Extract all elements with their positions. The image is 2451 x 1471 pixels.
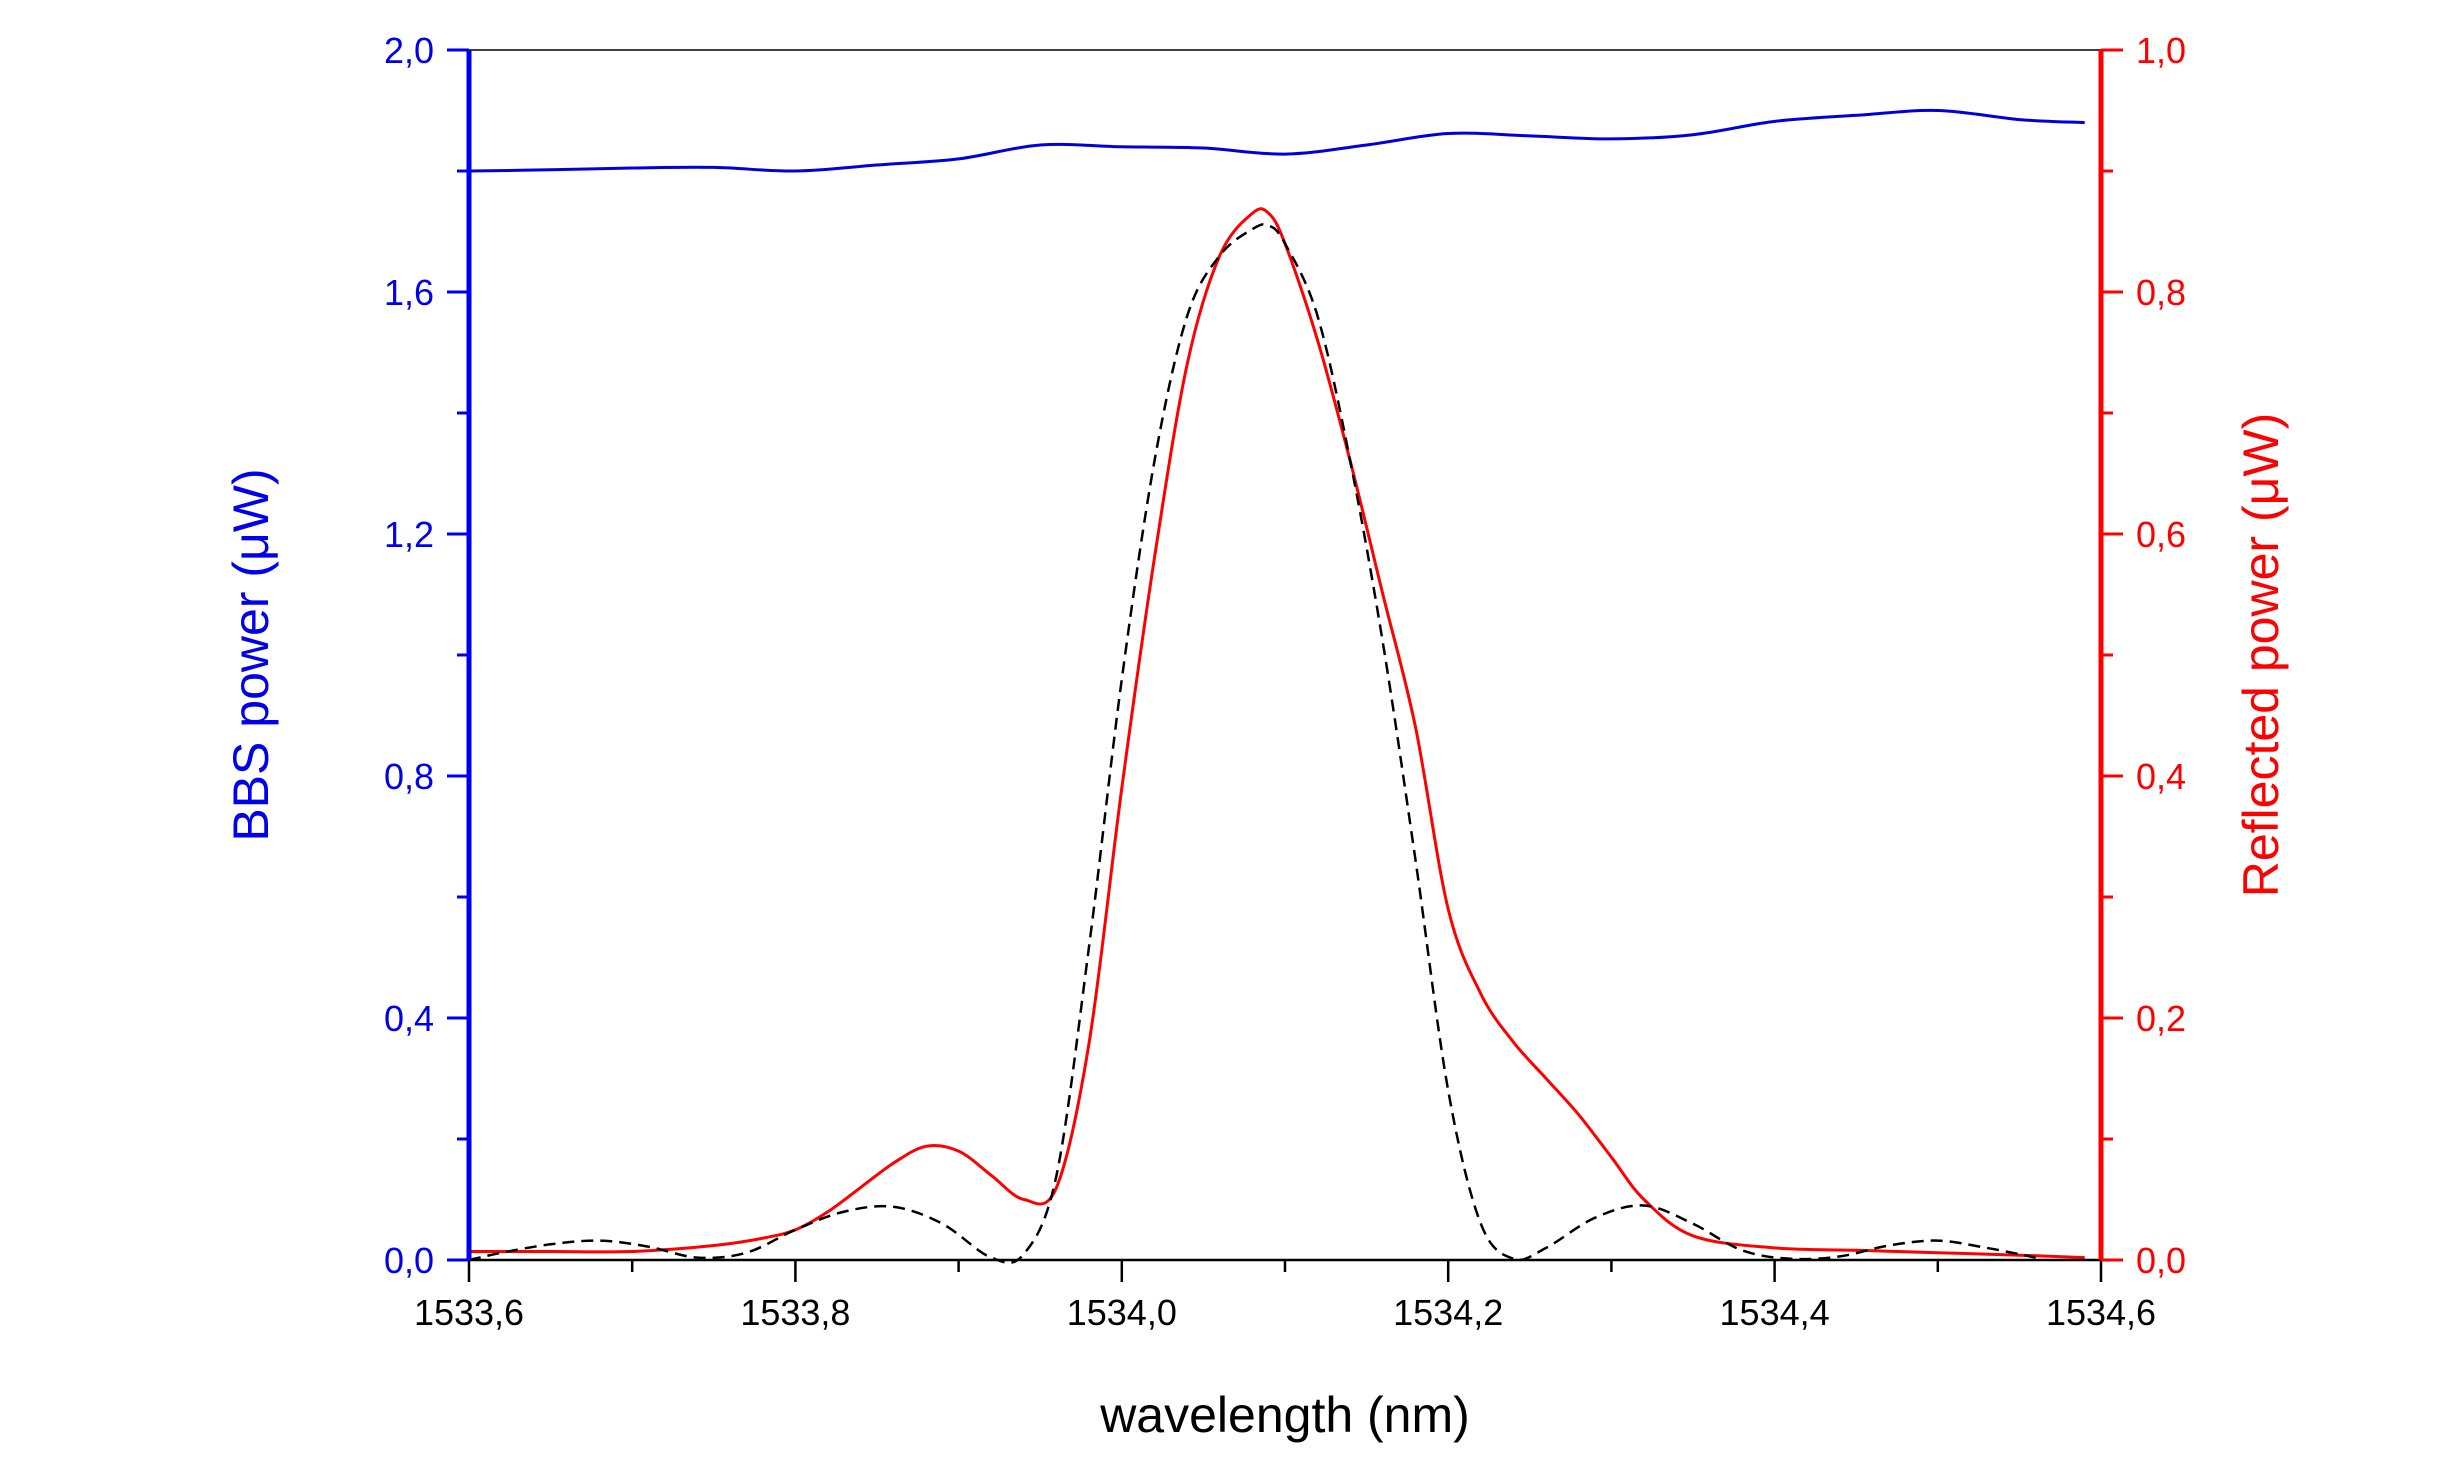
y-left-tick-label: 0,8 — [384, 756, 434, 797]
y-right-tick-label: 0,0 — [2136, 1240, 2186, 1281]
y-left-tick-label: 0,4 — [384, 998, 434, 1039]
y-left-tick-label: 1,2 — [384, 514, 434, 555]
y-right-ticks: 0,0 0,2 0,4 0,6 0,8 1,0 — [2101, 30, 2186, 1281]
x-tick-label: 1534,4 — [1720, 1292, 1830, 1333]
y-right-axis-title: Reflected power (μW) — [2233, 413, 2289, 898]
x-tick-label: 1533,8 — [740, 1292, 850, 1333]
x-ticks: 1533,6 1533,8 1534,0 1534,2 1534,4 1534,6 — [414, 1260, 2156, 1333]
plot-area — [469, 50, 2101, 1260]
y-left-tick-label: 1,6 — [384, 272, 434, 313]
y-left-tick-label: 0,0 — [384, 1240, 434, 1281]
x-tick-label: 1534,2 — [1393, 1292, 1503, 1333]
x-axis-title: wavelength (nm) — [1099, 1387, 1470, 1443]
y-right-tick-label: 0,2 — [2136, 998, 2186, 1039]
reflected-power-line — [469, 207, 2085, 1260]
fit-dashed-line — [468, 222, 2036, 1265]
y-right-tick-label: 1,0 — [2136, 30, 2186, 71]
y-left-axis-title: BBS power (μW) — [223, 468, 279, 841]
x-tick-label: 1533,6 — [414, 1292, 524, 1333]
y-right-tick-label: 0,4 — [2136, 756, 2186, 797]
y-left-ticks: 0,0 0,4 0,8 1,2 1,6 2,0 — [384, 30, 469, 1281]
y-left-tick-label: 2,0 — [384, 30, 434, 71]
y-right-tick-label: 0,8 — [2136, 272, 2186, 313]
data-layer — [468, 108, 2085, 1265]
x-tick-label: 1534,6 — [2046, 1292, 2156, 1333]
bbs-power-line — [468, 108, 2085, 173]
y-right-tick-label: 0,6 — [2136, 514, 2186, 555]
x-tick-label: 1534,0 — [1067, 1292, 1177, 1333]
